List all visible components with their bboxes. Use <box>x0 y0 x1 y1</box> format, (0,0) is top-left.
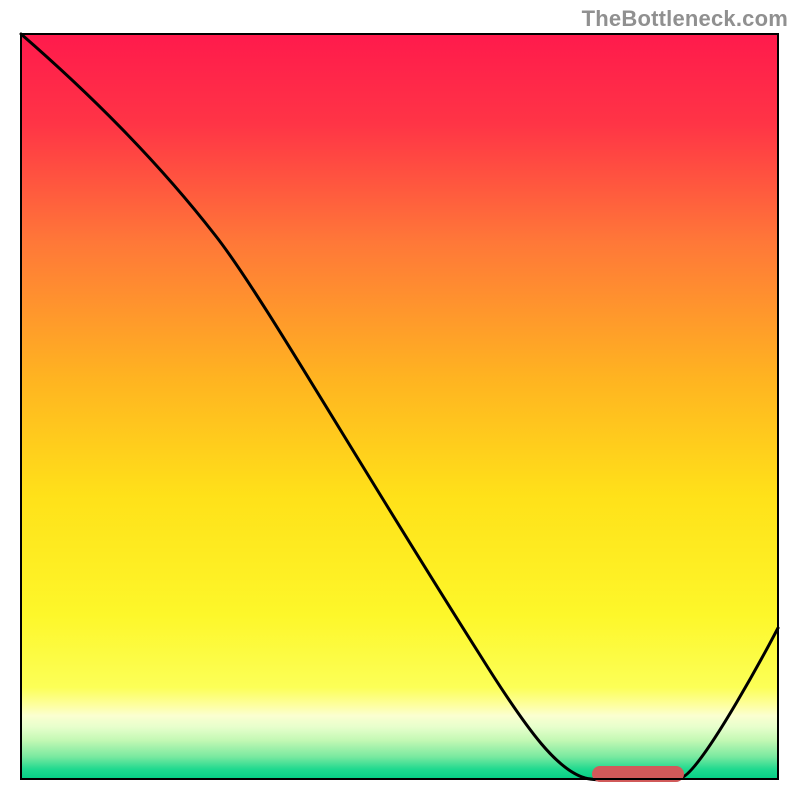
bottleneck-chart <box>0 0 800 800</box>
gradient-background <box>21 34 778 779</box>
watermark-text: TheBottleneck.com <box>582 6 788 32</box>
plot-area <box>21 34 778 782</box>
chart-container: TheBottleneck.com <box>0 0 800 800</box>
